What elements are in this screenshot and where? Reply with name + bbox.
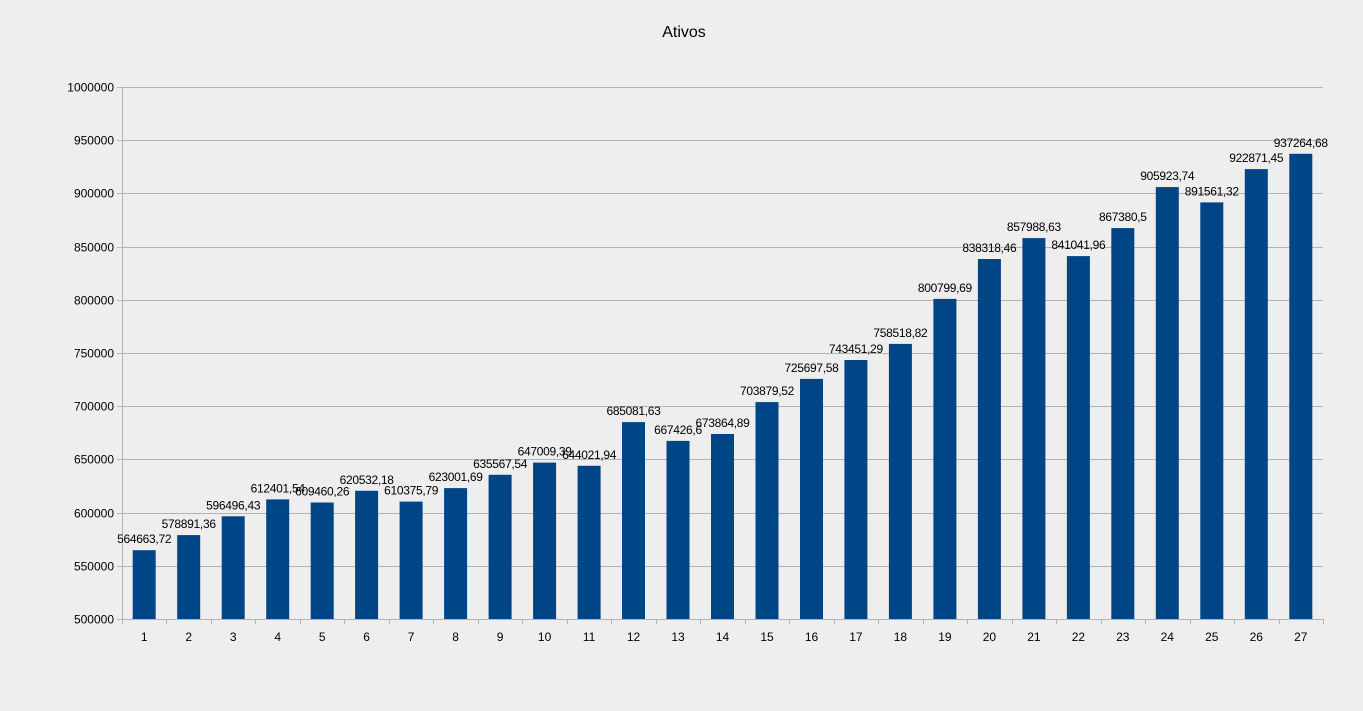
data-label: 725697,58: [784, 361, 839, 375]
data-label: 564663,72: [117, 532, 172, 546]
data-label: 685081,63: [606, 404, 661, 418]
bar: [1244, 169, 1268, 619]
x-tick-label: 11: [583, 630, 596, 644]
data-label: 644021,94: [562, 448, 617, 462]
y-tick-label: 550000: [74, 560, 114, 574]
x-tick-label: 6: [363, 630, 370, 644]
bar: [977, 259, 1001, 619]
bar: [399, 501, 423, 619]
data-label: 620532,18: [340, 473, 395, 487]
bar: [622, 422, 645, 619]
data-label: 937264,68: [1274, 136, 1329, 150]
x-tick-label: 26: [1250, 630, 1264, 644]
y-axis-ticks: 500000 550000 600000 650000 700000 750000 8000…: [67, 81, 114, 627]
bar: [888, 343, 912, 619]
x-axis-ticks: 1 2 3 4 5 6 7 8 9 10 11 12 13 14 15 16 17 18 19 20 21 22 23 24 2…: [141, 630, 1308, 644]
bar: [310, 502, 334, 619]
data-label: 667426,6: [654, 423, 702, 437]
y-tick-label: 1000000: [67, 81, 114, 95]
bar: [1022, 238, 1046, 619]
bar: [1200, 202, 1224, 619]
data-label: 905923,74: [1140, 169, 1195, 183]
x-tick-label: 21: [1027, 630, 1041, 644]
y-tick-label: 950000: [74, 134, 114, 148]
x-tick-label: 5: [319, 630, 326, 644]
data-label: 635567,54: [473, 457, 528, 471]
data-label: 578891,36: [162, 517, 217, 531]
bar: [177, 535, 201, 619]
x-tick-label: 27: [1294, 630, 1308, 644]
bars: [132, 153, 1313, 620]
x-tick-label: 4: [274, 630, 281, 644]
x-tick-label: 18: [894, 630, 908, 644]
bar: [533, 462, 557, 619]
bar: [221, 516, 245, 619]
x-tick-label: 3: [230, 630, 237, 644]
bar: [1155, 187, 1179, 619]
x-tick-label: 1: [141, 630, 148, 644]
data-label: 596496,43: [206, 498, 261, 512]
data-label: 673864,89: [695, 416, 750, 430]
chart-title: Ativos: [662, 24, 706, 41]
y-tick-label: 600000: [74, 507, 114, 521]
bar: [800, 378, 823, 619]
data-label: 758518,82: [873, 326, 928, 340]
data-label: 867380,5: [1099, 210, 1147, 224]
bar: [666, 440, 690, 619]
y-tick-label: 650000: [74, 453, 114, 467]
data-label: 800799,69: [918, 281, 973, 295]
x-tick-label: 25: [1205, 630, 1219, 644]
bar: [266, 499, 290, 619]
y-tick-label: 900000: [74, 187, 114, 201]
x-tick-label: 9: [497, 630, 504, 644]
data-label: 647009,39: [518, 445, 573, 459]
y-tick-label: 800000: [74, 294, 114, 308]
x-tick-label: 8: [452, 630, 459, 644]
x-tick-label: 23: [1116, 630, 1130, 644]
x-tick-label: 7: [408, 630, 415, 644]
data-label: 610375,79: [384, 484, 439, 498]
bar: [711, 434, 734, 619]
bar: [132, 550, 156, 619]
y-tick-label: 500000: [74, 613, 114, 627]
data-label: 703879,52: [740, 384, 795, 398]
x-tick-label: 16: [805, 630, 819, 644]
data-label: 609460,26: [295, 485, 350, 499]
data-label: 841041,96: [1051, 238, 1106, 252]
bar: [577, 465, 601, 619]
y-tick-label: 750000: [74, 347, 114, 361]
bar: [755, 402, 779, 619]
data-label: 623001,69: [429, 470, 484, 484]
data-label: 857988,63: [1007, 220, 1062, 234]
data-label: 891561,32: [1185, 184, 1240, 198]
data-label: 612401,54: [251, 481, 306, 495]
data-label: 838318,46: [962, 241, 1017, 255]
x-tick-label: 20: [983, 630, 997, 644]
x-tick-label: 13: [671, 630, 685, 644]
x-tick-label: 19: [938, 630, 952, 644]
data-label: 743451,29: [829, 342, 884, 356]
x-tick-label: 22: [1072, 630, 1086, 644]
data-label: 922871,45: [1229, 151, 1284, 165]
x-tick-label: 12: [627, 630, 641, 644]
x-tick-label: 24: [1161, 630, 1175, 644]
bar: [844, 360, 868, 619]
bar: [1289, 153, 1313, 620]
x-tick-label: 10: [538, 630, 552, 644]
x-tick-label: 14: [716, 630, 730, 644]
x-tick-label: 15: [760, 630, 774, 644]
y-tick-label: 700000: [74, 400, 114, 414]
bar: [1111, 228, 1135, 619]
bar: [488, 474, 512, 619]
bar: [1066, 256, 1090, 619]
x-tick-label: 2: [185, 630, 192, 644]
bar: [355, 490, 379, 619]
bar: [444, 488, 468, 619]
x-tick-label: 17: [849, 630, 863, 644]
y-tick-label: 850000: [74, 241, 114, 255]
bar: [933, 298, 957, 619]
